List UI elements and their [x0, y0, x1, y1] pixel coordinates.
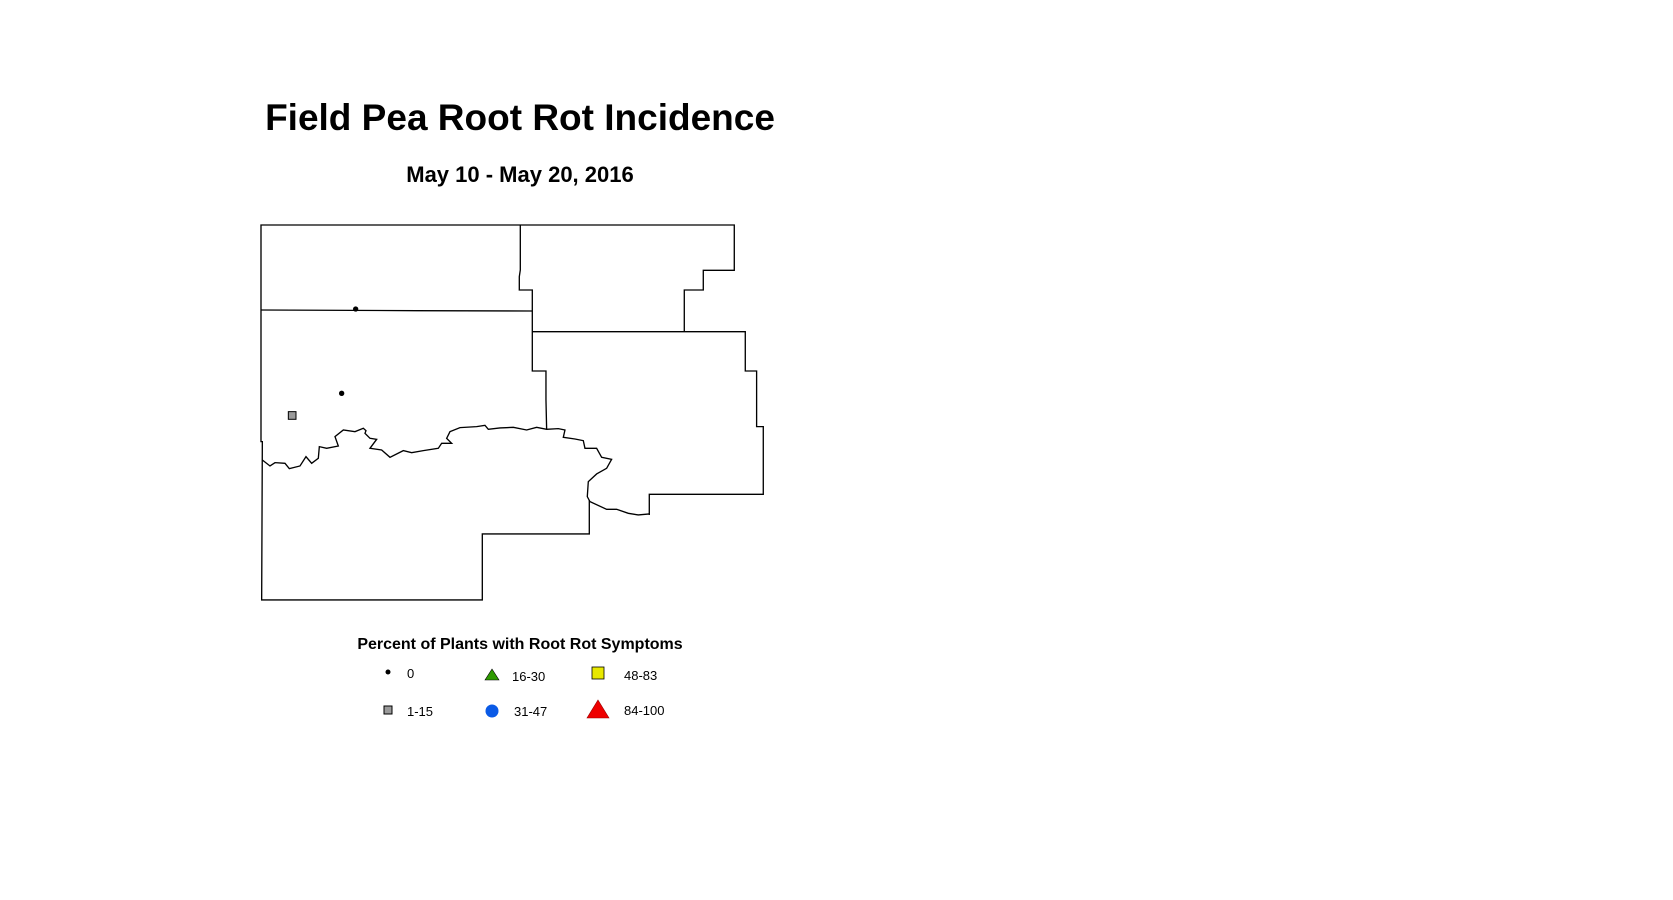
boundary-interior-north [260, 309, 533, 312]
legend-symbol-square-icon [383, 705, 393, 715]
boundary-outer-west [260, 224, 735, 601]
legend-label: 0 [407, 666, 414, 681]
river-boundary [261, 424, 650, 516]
legend-title: Percent of Plants with Root Rot Symptoms [357, 636, 682, 653]
legend-label: 1-15 [407, 704, 433, 719]
legend: Percent of Plants with Root Rot Symptoms… [357, 636, 682, 719]
legend-label: 84-100 [624, 703, 664, 718]
legend-symbol-triangle-icon [484, 668, 500, 681]
legend-label: 16-30 [512, 669, 545, 684]
boundary-east [532, 330, 764, 515]
observation-point-0 [338, 390, 345, 396]
map-subtitle: May 10 - May 20, 2016 [406, 162, 633, 187]
map-title: Field Pea Root Rot Incidence [265, 97, 775, 138]
observation-point-1-15 [287, 411, 297, 420]
boundary-interior-middle [518, 224, 548, 430]
county-boundaries [260, 224, 764, 601]
legend-label: 48-83 [624, 668, 657, 683]
legend-label: 31-47 [514, 704, 547, 719]
observation-point-0 [352, 306, 359, 312]
legend-symbol-triangle-icon [586, 699, 610, 719]
legend-symbol-square-icon [591, 666, 605, 680]
legend-symbol-circle-icon [485, 704, 499, 718]
legend-symbol-small-dot-icon [385, 669, 391, 675]
